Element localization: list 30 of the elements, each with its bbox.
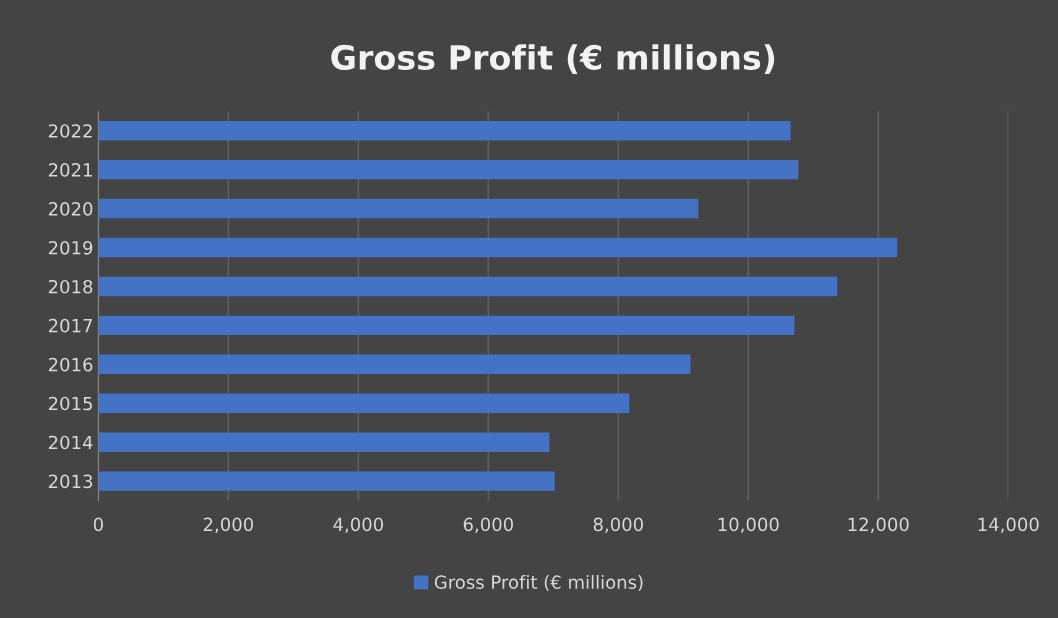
x-tick-label: 2,000 — [203, 517, 254, 534]
y-tick-label: 2019 — [48, 240, 93, 255]
y-tick-label: 2022 — [48, 124, 92, 138]
bar — [98, 237, 898, 258]
y-tick-label: 2015 — [48, 396, 92, 411]
y-tick-label: 2018 — [48, 279, 93, 294]
bar — [98, 471, 555, 491]
x-tick-label: 14,000 — [978, 517, 1039, 534]
bar — [98, 315, 795, 336]
x-tick-label: 8,000 — [593, 517, 643, 534]
bar — [98, 276, 838, 297]
bar — [98, 198, 699, 219]
bar — [98, 354, 691, 375]
chart-title: Gross Profit (€ millions) — [331, 44, 775, 74]
x-tick-label: 6,000 — [463, 517, 513, 534]
legend-label: Gross Profit (€ millions) — [434, 575, 643, 592]
x-tick-label: 4,000 — [333, 517, 384, 534]
y-tick-label: 2016 — [48, 357, 93, 372]
y-tick-label: 2013 — [48, 474, 93, 489]
bar — [98, 393, 630, 413]
x-tick-label: 0 — [93, 517, 103, 532]
bar — [98, 432, 550, 452]
y-tick-label: 2014 — [48, 435, 93, 450]
y-tick-label: 2017 — [48, 318, 92, 333]
y-tick-label: 2020 — [48, 202, 93, 216]
bar — [98, 159, 799, 180]
y-tick-label: 2021 — [48, 163, 92, 177]
x-tick-label: 12,000 — [848, 517, 909, 534]
bar — [98, 120, 791, 141]
x-tick-label: 10,000 — [718, 517, 779, 534]
